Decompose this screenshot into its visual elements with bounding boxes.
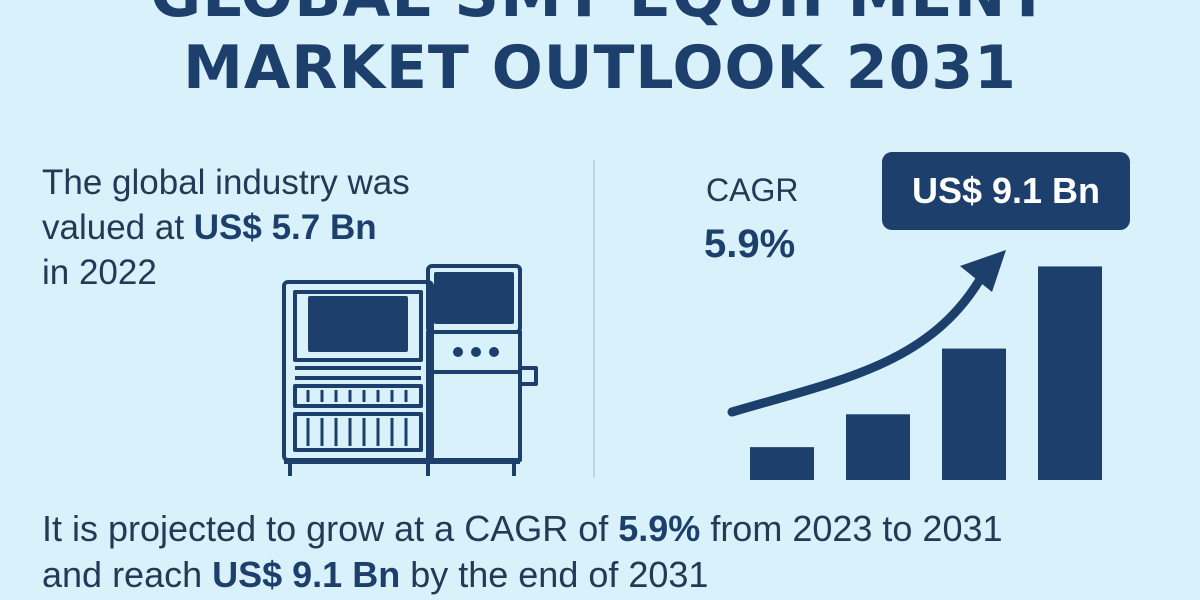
page-title: MARKET OUTLOOK 2031 bbox=[183, 33, 1017, 103]
projection-line-1: It is projected to grow at a CAGR of 5.9… bbox=[42, 506, 1182, 552]
projection-text: It is projected to grow at a CAGR of 5.9… bbox=[42, 506, 1182, 598]
valuation-prefix: valued at bbox=[42, 208, 194, 247]
smt-machine-icon bbox=[282, 264, 538, 476]
forecast-value-badge: US$ 9.1 Bn bbox=[882, 152, 1130, 230]
projection-value: US$ 9.1 Bn bbox=[212, 554, 401, 595]
cagr-value: 5.9% bbox=[704, 222, 796, 266]
projection-cagr: 5.9% bbox=[618, 508, 701, 549]
projection-line-2: and reach US$ 9.1 Bn by the end of 2031 bbox=[42, 552, 1182, 598]
chart-bar-1 bbox=[750, 447, 814, 480]
title-line-1: GLOBAL SMT EQUIPMENT bbox=[0, 0, 1200, 26]
projection-part-3: from 2023 to 2031 bbox=[700, 508, 1003, 549]
cagr-label: CAGR bbox=[706, 172, 799, 208]
chart-bar-4 bbox=[1038, 266, 1102, 480]
projection-part-4: and reach bbox=[42, 554, 213, 595]
chart-bar-3 bbox=[942, 348, 1006, 480]
valuation-value: US$ 5.7 Bn bbox=[193, 208, 377, 247]
valuation-line-3: in 2022 bbox=[42, 253, 157, 292]
projection-part-6: by the end of 2031 bbox=[400, 554, 709, 595]
valuation-text: The global industry was valued at US$ 5.… bbox=[42, 160, 562, 295]
section-divider bbox=[593, 160, 595, 478]
growth-bar-chart bbox=[727, 250, 1102, 480]
chart-bar-2 bbox=[846, 414, 910, 480]
projection-part-1: It is projected to grow at a CAGR of bbox=[42, 508, 619, 549]
growth-arrow-icon bbox=[727, 250, 1006, 417]
valuation-line-2: valued at US$ 5.7 Bn bbox=[42, 205, 562, 250]
valuation-line-1: The global industry was bbox=[42, 163, 410, 202]
